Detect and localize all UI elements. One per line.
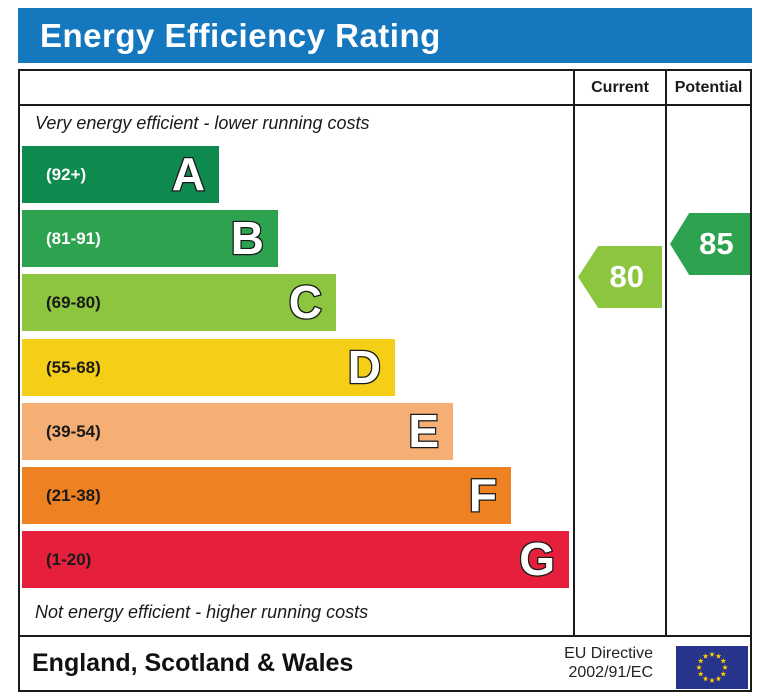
region-label: England, Scotland & Wales — [32, 649, 354, 677]
band-letter: E — [407, 404, 440, 458]
current-rating-arrow: 80 — [578, 246, 662, 308]
band-B: (81-91) B — [22, 210, 278, 267]
band-letter: C — [288, 275, 324, 329]
chart-frame: Current Potential Very energy efficient … — [18, 69, 752, 692]
column-divider-current — [573, 71, 575, 637]
band-range-label: (81-91) — [46, 228, 101, 248]
band-G: (1-20) G — [22, 531, 569, 588]
band-letter: F — [468, 468, 499, 522]
page-title: Energy Efficiency Rating — [40, 16, 441, 54]
column-header-potential: Potential — [674, 78, 743, 96]
column-divider-potential — [665, 71, 667, 637]
eu-directive-line2: 2002/91/EC — [568, 663, 653, 681]
eu-flag-icon — [676, 646, 748, 689]
band-letter: B — [230, 211, 266, 265]
band-range-label: (1-20) — [46, 549, 92, 569]
footer-divider — [20, 635, 750, 637]
header-divider — [20, 104, 750, 106]
band-C: (69-80) C — [22, 274, 336, 331]
band-range-label: (92+) — [46, 164, 87, 184]
caption-not-efficient: Not energy efficient - higher running co… — [35, 602, 369, 622]
potential-rating-value: 85 — [699, 226, 734, 261]
potential-rating-arrow: 85 — [670, 213, 750, 275]
column-header-current: Current — [591, 78, 649, 96]
band-A: (92+) A — [22, 146, 219, 203]
band-D: (55-68) D — [22, 339, 395, 396]
band-E: (39-54) E — [22, 403, 453, 460]
band-range-label: (55-68) — [46, 357, 101, 377]
band-letter: D — [347, 340, 383, 394]
band-range-label: (21-38) — [46, 485, 101, 505]
band-letter: A — [171, 147, 207, 201]
eu-directive-label: EU Directive 2002/91/EC — [564, 637, 653, 690]
current-rating-value: 80 — [609, 259, 644, 294]
band-F: (21-38) F — [22, 467, 511, 524]
band-letter: G — [518, 532, 556, 586]
caption-very-efficient: Very energy efficient - lower running co… — [35, 113, 370, 133]
band-range-label: (39-54) — [46, 421, 101, 441]
title-bar: Energy Efficiency Rating — [18, 8, 752, 63]
eu-directive-line1: EU Directive — [564, 644, 653, 662]
band-range-label: (69-80) — [46, 292, 101, 312]
